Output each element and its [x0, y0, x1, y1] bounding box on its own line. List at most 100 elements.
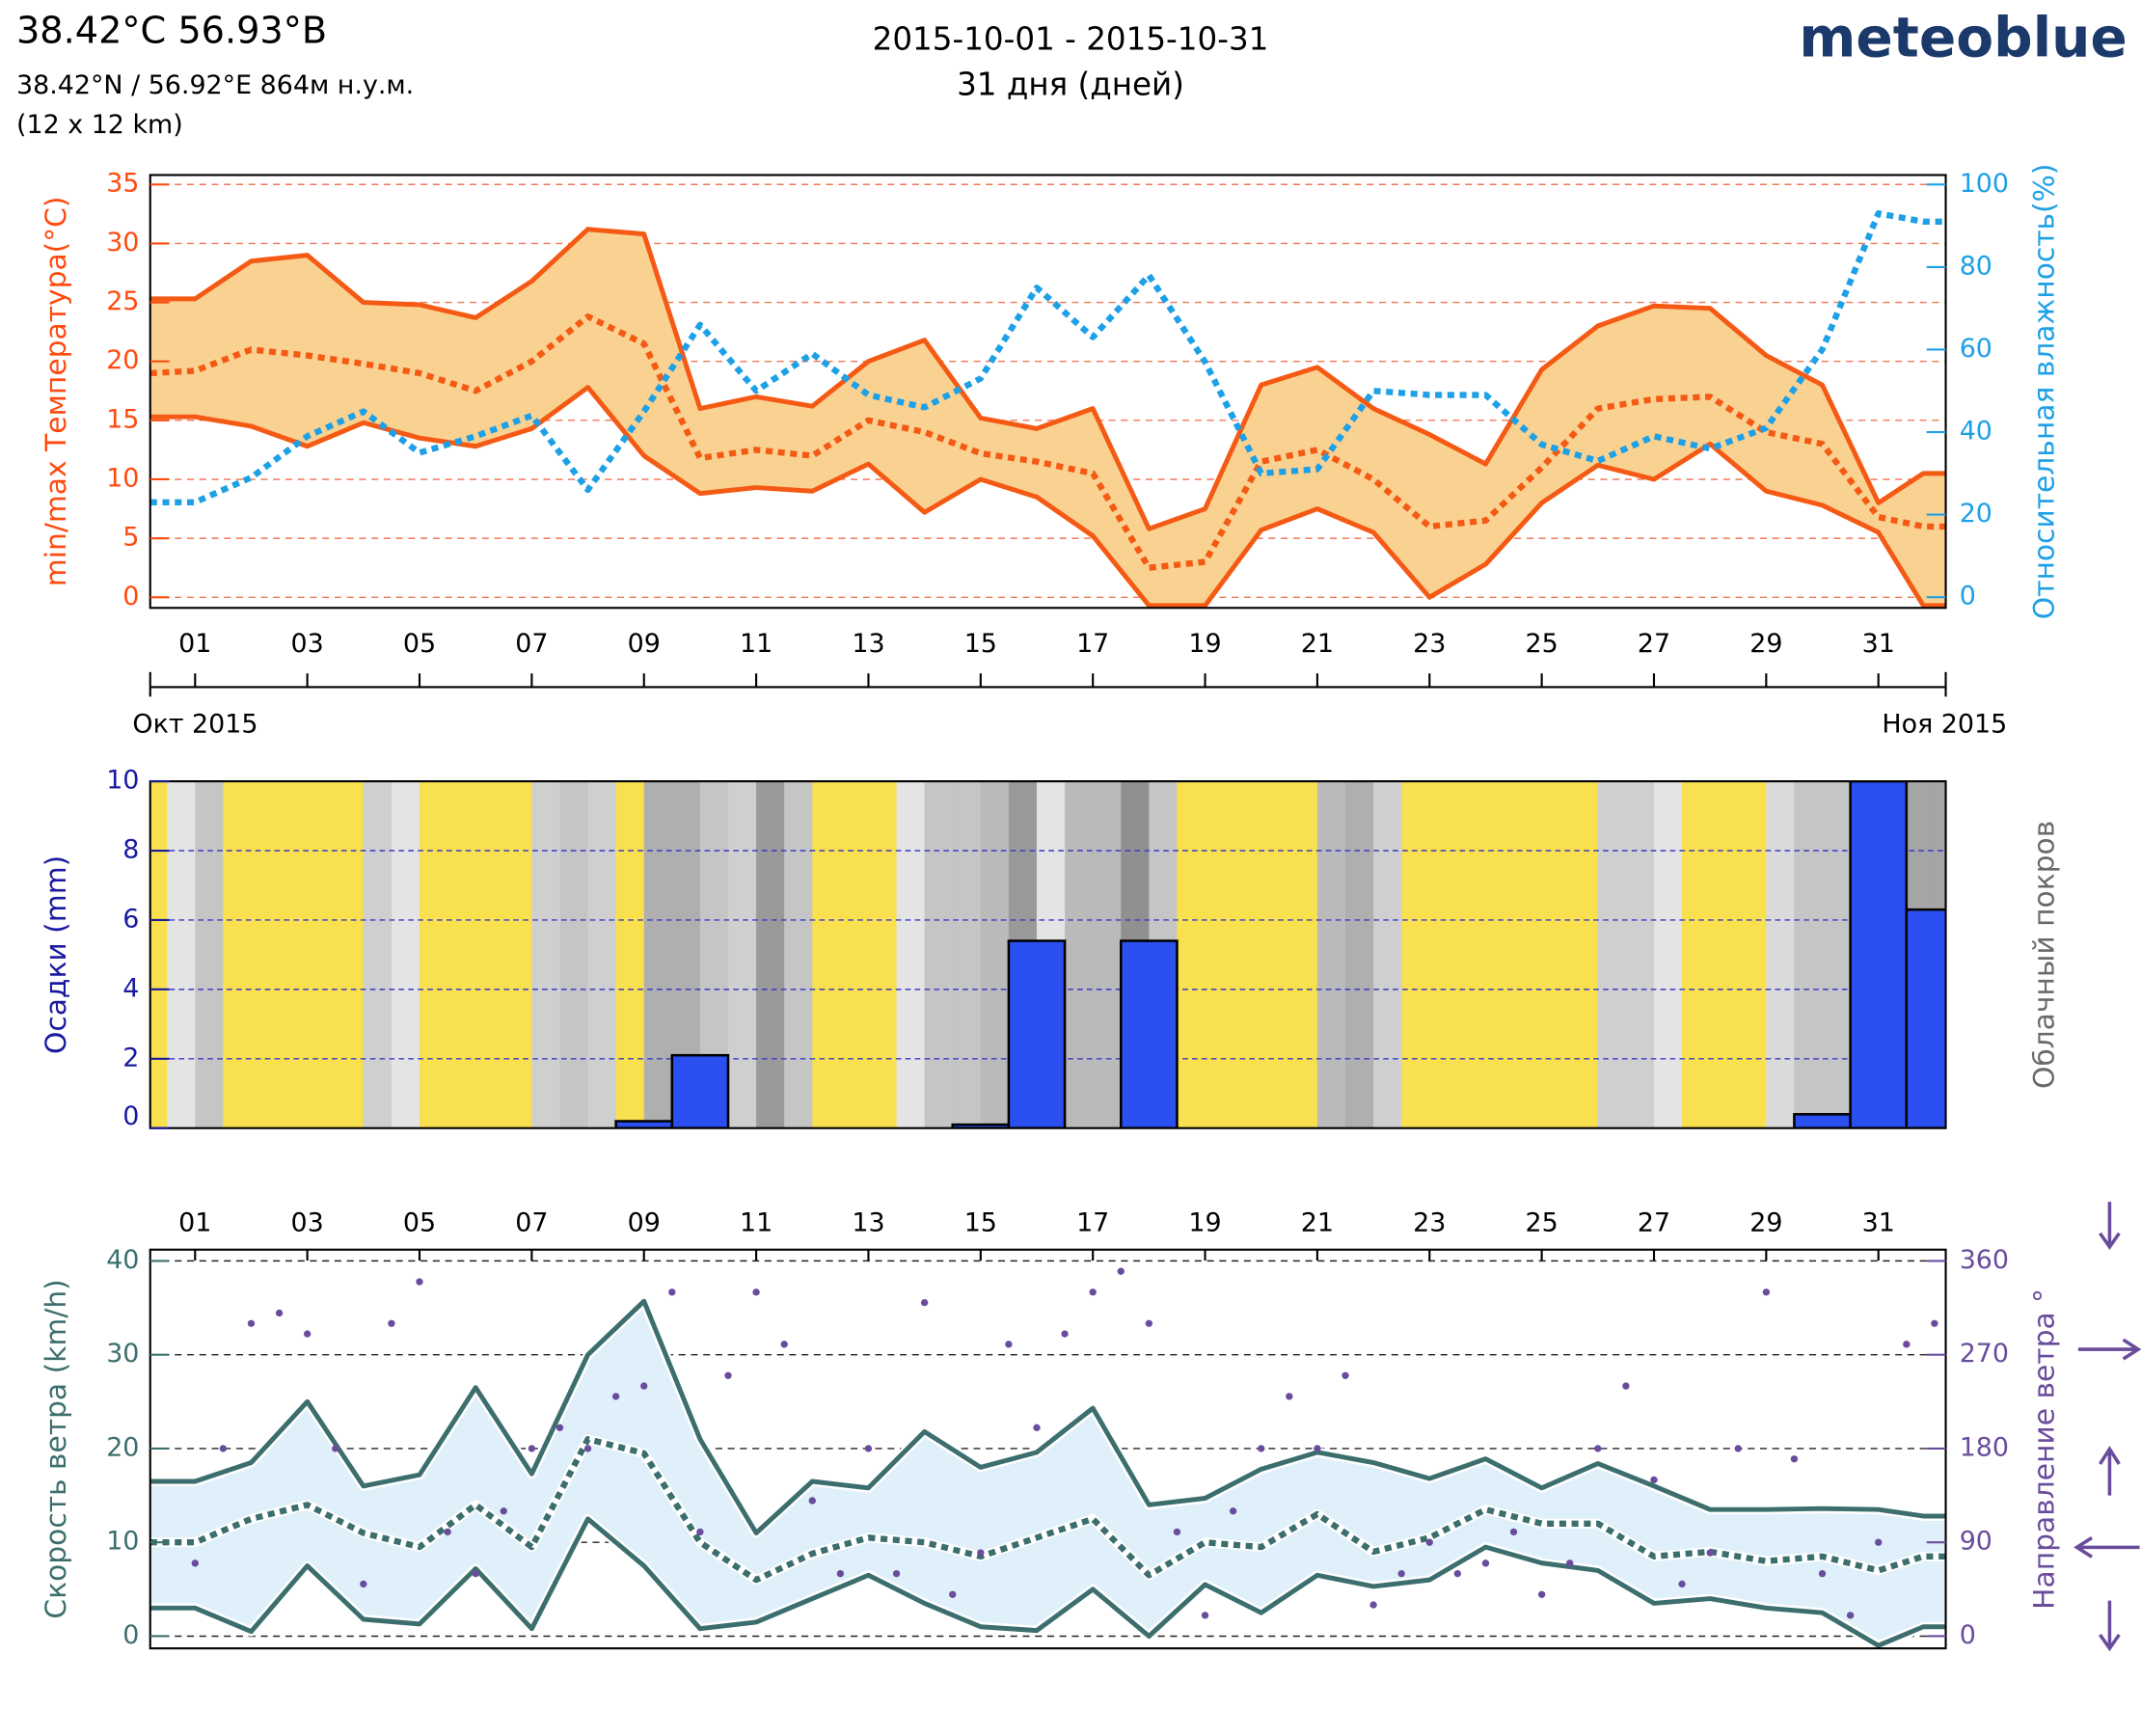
direction-dot: [1314, 1445, 1321, 1452]
x-tick-label: 31: [1862, 629, 1895, 659]
cloud-stripe: [1233, 781, 1262, 1128]
series-line: [149, 313, 1946, 571]
cloud-stripe: [279, 781, 309, 1128]
wind-direction-arrows: [2073, 1202, 2141, 1652]
cloud-stripe: [1205, 781, 1234, 1128]
x-tick-label: 19: [1188, 1207, 1221, 1237]
y-axis-label: Осадки (mm): [40, 855, 73, 1054]
direction-dot: [808, 1497, 816, 1505]
y-tick-label: 0: [122, 582, 139, 611]
direction-dot: [1342, 1371, 1349, 1379]
cloud-stripe: [1093, 781, 1122, 1128]
cloud-stripe: [980, 781, 1010, 1128]
direction-dot: [1145, 1319, 1153, 1327]
direction-dot: [583, 1445, 592, 1452]
series-line: [149, 1516, 1946, 1648]
x-tick-label: 09: [628, 1207, 661, 1237]
x-tick-label: 07: [515, 1207, 548, 1237]
x-tick-label: 01: [178, 1207, 211, 1237]
arrow-south: [2099, 1202, 2121, 1250]
direction-dot: [444, 1528, 451, 1536]
direction-dot: [1903, 1341, 1911, 1348]
direction-dot: [1706, 1549, 1714, 1557]
direction-dot: [1650, 1476, 1658, 1484]
x-tick-label: 29: [1749, 1207, 1782, 1237]
y2-tick-label: 100: [1960, 169, 2009, 199]
cloud-stripe: [1429, 781, 1459, 1128]
y-tick-label: 30: [106, 1339, 139, 1369]
x-tick-label: 15: [964, 629, 997, 659]
precip-bar: [670, 1053, 730, 1128]
plot-area: [149, 1260, 1946, 1649]
cloud-stripe: [1316, 781, 1346, 1128]
direction-dot: [275, 1309, 284, 1317]
y-tick-label: 30: [106, 228, 139, 258]
direction-dot: [920, 1298, 929, 1307]
direction-dot: [780, 1341, 788, 1348]
direction-dot: [1286, 1393, 1293, 1400]
cloud-stripe: [1541, 781, 1571, 1128]
y-axis-label: min/max Температура(°C): [40, 197, 73, 587]
direction-dot: [1481, 1560, 1490, 1567]
y-tick-label: 2: [122, 1043, 139, 1072]
series-line: [149, 1436, 1946, 1584]
series-line: [149, 1298, 1946, 1535]
cloud-stripe: [812, 781, 842, 1128]
direction-dot: [864, 1445, 873, 1452]
cloud-stripe: [1457, 781, 1487, 1128]
plot-frame: [149, 780, 1947, 1129]
x-tick-label: 05: [403, 1207, 436, 1237]
y-tick-label: 20: [106, 1432, 139, 1462]
cloud-stripe: [1373, 781, 1402, 1128]
y2-tick-label: 360: [1960, 1245, 2009, 1275]
y-axis-label: Скорость ветра (km/h): [40, 1279, 73, 1618]
direction-dot: [1201, 1612, 1209, 1619]
x-tick-label: 11: [740, 629, 772, 659]
y-tick-label: 0: [122, 1101, 139, 1131]
direction-dot: [1089, 1288, 1097, 1296]
direction-dot: [1594, 1445, 1602, 1452]
x-tick-label: 05: [403, 629, 436, 659]
y2-axis-label: Облачный покров: [2027, 821, 2061, 1089]
direction-dot: [892, 1569, 901, 1578]
cloud-stripe: [195, 781, 225, 1128]
y-tick-label: 0: [122, 1620, 139, 1650]
y2-tick-label: 90: [1960, 1527, 1992, 1557]
direction-dot: [1453, 1569, 1462, 1578]
x-tick-label: 27: [1638, 629, 1670, 659]
cloud-stripe: [1738, 781, 1768, 1128]
direction-dot: [1369, 1601, 1377, 1609]
cloud-stripe: [1288, 781, 1318, 1128]
direction-dot: [977, 1549, 985, 1557]
x-tick-label: 15: [964, 1207, 997, 1237]
direction-dot: [1790, 1455, 1799, 1463]
cloud-stripe: [1401, 781, 1430, 1128]
cloud-stripe: [1766, 781, 1796, 1128]
coordinates: 38.42°N / 56.92°E 864м н.у.м.: [16, 70, 414, 100]
cloud-stripe: [728, 781, 757, 1128]
direction-dot: [500, 1507, 507, 1515]
y-tick-label: 10: [106, 1527, 139, 1557]
y-tick-label: 40: [106, 1245, 139, 1275]
x-tick-label: 13: [852, 629, 884, 659]
direction-dot: [1734, 1445, 1742, 1452]
precip-bar: [1120, 939, 1179, 1128]
month-label: Ноя 2015: [1882, 710, 2007, 740]
precip-bar: [1849, 781, 1909, 1128]
direction-dot: [247, 1319, 256, 1327]
direction-dot: [752, 1288, 760, 1296]
x-tick-label: 27: [1638, 1207, 1670, 1237]
days: 31 дня (дней): [957, 66, 1184, 102]
direction-dot: [360, 1580, 367, 1588]
direction-dot: [1033, 1424, 1041, 1432]
direction-dot: [1931, 1319, 1938, 1327]
location-title: 38.42°C 56.93°B: [16, 11, 327, 53]
y-tick-label: 6: [122, 904, 139, 934]
x-tick-label: 03: [291, 629, 324, 659]
x-tick-label: 11: [740, 1207, 772, 1237]
cloud-stripe: [223, 781, 253, 1128]
y-tick-label: 20: [106, 345, 139, 375]
y2-tick-label: 80: [1960, 251, 1992, 281]
x-tick-label: 13: [852, 1207, 884, 1237]
cloud-stripe: [335, 781, 365, 1128]
